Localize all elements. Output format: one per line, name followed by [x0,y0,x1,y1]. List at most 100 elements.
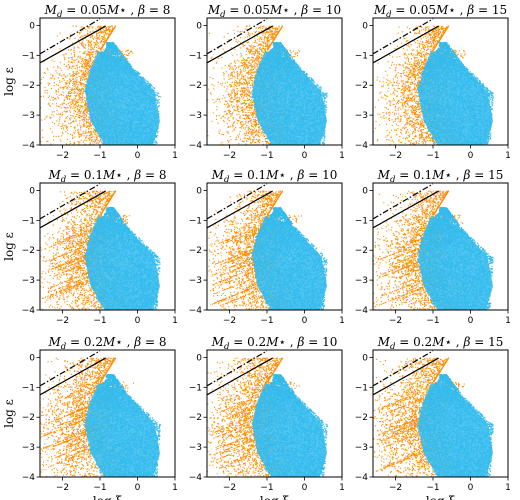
x-axis-label: log ξ [260,494,290,500]
x-tick-label: −2 [389,151,402,161]
y-tick-label: −1 [189,51,202,61]
x-tick-label: −2 [56,483,69,493]
y-tick-label: −3 [355,276,368,286]
plot-area [184,184,327,314]
x-tick-label: −2 [223,151,236,161]
y-tick-label: −2 [355,246,368,256]
x-tick-label: −1 [93,316,106,326]
y-tick-label: −1 [22,51,35,61]
y-tick-label: 0 [29,353,35,363]
y-tick-label: −3 [22,111,35,121]
y-tick-label: −2 [22,246,35,256]
x-tick-label: 0 [302,151,308,161]
x-tick-label: −1 [260,151,273,161]
y-tick-label: −3 [355,111,368,121]
y-tick-label: −2 [355,81,368,91]
panel-title: Md = 0.1M⋆ , β = 10 [211,168,338,185]
y-tick-label: −3 [189,443,202,453]
y-tick-label: −4 [355,473,369,483]
y-tick-label: −3 [355,443,368,453]
y-tick-label: 0 [362,21,368,31]
x-tick-label: 1 [505,316,511,326]
x-tick-label: 1 [339,151,345,161]
panel-title: Md = 0.2M⋆ , β = 8 [47,335,166,352]
x-tick-label: −2 [223,316,236,326]
y-tick-label: 0 [196,353,202,363]
x-tick-label: 0 [135,483,141,493]
y-tick-label: −2 [189,413,202,423]
x-tick-label: −1 [426,483,439,493]
y-tick-label: −4 [22,306,36,316]
y-tick-label: −1 [355,383,368,393]
x-tick-label: 1 [172,483,178,493]
x-tick-label: −1 [260,316,273,326]
x-tick-label: −1 [426,151,439,161]
x-tick-label: 1 [505,483,511,493]
y-tick-label: 0 [29,21,35,31]
panel-3: −2 −1 0 1 −4 −3 −2 −1 0 Md = 0.05M⋆ , β = 15 [355,3,511,161]
y-tick-label: −4 [189,306,203,316]
plot-area [357,19,494,149]
x-tick-label: 0 [468,316,474,326]
panel-title: Md = 0.1M⋆ , β = 8 [47,168,166,185]
y-tick-label: −4 [355,141,369,151]
x-tick-label: −2 [56,316,69,326]
x-tick-label: −2 [389,316,402,326]
dashdot-reference-line [207,184,267,219]
x-tick-label: −2 [223,483,236,493]
x-tick-label: 0 [135,151,141,161]
panel-4: −2 −1 0 1 −4 −3 −2 −1 0 Md = 0.1M⋆ , β = 8 log ε [2,168,178,326]
panel-title: Md = 0.05M⋆ , β = 10 [207,3,341,20]
y-axis-label: log ε [2,399,16,428]
y-tick-label: 0 [29,186,35,196]
y-tick-label: −4 [189,473,203,483]
x-tick-label: 1 [172,151,178,161]
y-tick-label: −1 [189,383,202,393]
y-tick-label: 0 [196,21,202,31]
y-tick-label: −1 [355,51,368,61]
y-tick-label: −3 [22,276,35,286]
y-tick-label: −4 [22,473,36,483]
panel-1: −2 −1 0 1 −4 −3 −2 −1 0 Md = 0.05M⋆ , β = 8 log ε [2,3,178,161]
x-axis-label: log ξ [426,494,456,500]
y-axis-label: log ε [2,67,16,96]
y-tick-label: −1 [22,216,35,226]
plot-area [318,351,494,481]
x-axis-label: log ξ [93,494,123,500]
dashdot-reference-line [40,351,100,386]
y-tick-label: −1 [22,383,35,393]
x-tick-label: 1 [339,316,345,326]
x-tick-label: 1 [505,151,511,161]
x-tick-label: −2 [56,151,69,161]
x-tick-label: 0 [302,483,308,493]
y-tick-label: −4 [355,306,369,316]
y-tick-label: 0 [362,353,368,363]
x-tick-label: 1 [172,316,178,326]
panel-title: Md = 0.2M⋆ , β = 15 [377,335,504,352]
x-tick-label: −1 [93,483,106,493]
panel-title: Md = 0.05M⋆ , β = 15 [373,3,507,20]
x-tick-label: 0 [468,483,474,493]
y-tick-label: −1 [355,216,368,226]
y-tick-label: −4 [22,141,36,151]
panel-title: Md = 0.05M⋆ , β = 8 [44,3,171,20]
x-tick-label: 0 [468,151,474,161]
y-tick-label: −2 [22,413,35,423]
y-tick-label: −3 [189,276,202,286]
y-tick-label: −2 [22,81,35,91]
panel-7: −2 −1 0 1 −4 −3 −2 −1 0 Md = 0.2M⋆ , β = 8 log ε lo… [0,335,178,500]
x-tick-label: −2 [389,483,402,493]
y-tick-label: −3 [22,443,35,453]
x-tick-label: −1 [93,151,106,161]
y-axis-label: log ε [2,232,16,261]
y-tick-label: −3 [189,111,202,121]
x-tick-label: −1 [260,483,273,493]
x-tick-label: 0 [135,316,141,326]
x-tick-label: −1 [426,316,439,326]
x-tick-label: 0 [302,316,308,326]
